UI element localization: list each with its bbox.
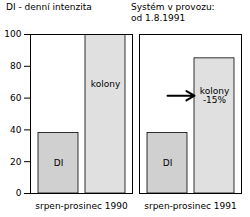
html-text:Systém v provozu: od 1.8.1991: Systém v provozu: od 1.8.1991 [131, 2, 215, 23]
svg-text:srpen-prosinec 1990: srpen-prosinec 1990 [35, 201, 128, 211]
svg-text:srpen-prosinec 1991: srpen-prosinec 1991 [144, 201, 236, 211]
svg-text:0: 0 [16, 188, 22, 198]
svg-text:100: 100 [4, 29, 21, 39]
svg-text:20: 20 [10, 157, 22, 167]
svg-text:DI: DI [163, 158, 173, 168]
svg-text:40: 40 [10, 125, 22, 135]
svg-text:80: 80 [10, 61, 22, 71]
svg-text:kolony: kolony [91, 79, 121, 89]
svg-text:DI: DI [54, 158, 64, 168]
svg-text:kolony-15%: kolony-15% [200, 86, 230, 105]
html-text:DI - denní intenzita: DI - denní intenzita [6, 2, 92, 12]
svg-text:60: 60 [10, 93, 22, 103]
